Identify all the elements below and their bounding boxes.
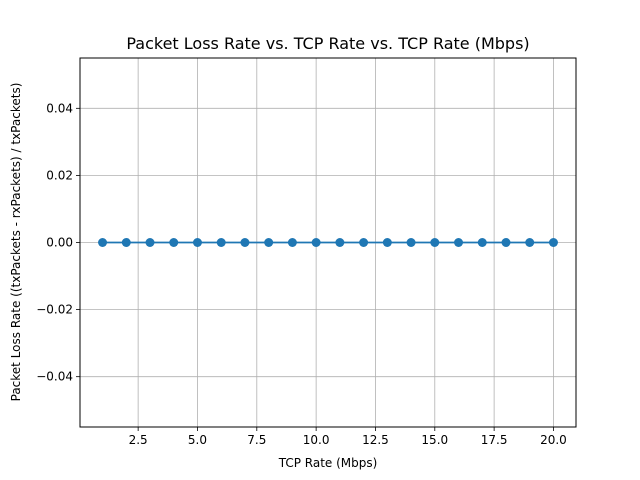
data-point <box>145 238 155 247</box>
chart-title: Packet Loss Rate vs. TCP Rate vs. TCP Ra… <box>126 34 529 53</box>
y-tick-label: 0.04 <box>46 101 73 115</box>
data-point <box>501 238 511 247</box>
data-point <box>359 238 369 247</box>
data-point <box>548 238 558 247</box>
x-tick-label: 7.5 <box>247 433 266 447</box>
data-point <box>169 238 179 247</box>
y-tick-label: −0.04 <box>36 370 73 384</box>
data-point <box>454 238 464 247</box>
data-point <box>98 238 108 247</box>
x-tick-label: 10.0 <box>303 433 330 447</box>
data-point <box>121 238 131 247</box>
x-tick-label: 20.0 <box>540 433 567 447</box>
x-tick-label: 5.0 <box>188 433 207 447</box>
data-point <box>264 238 274 247</box>
x-tick-label: 12.5 <box>362 433 389 447</box>
data-point <box>406 238 416 247</box>
data-point <box>335 238 345 247</box>
x-tick-label: 17.5 <box>481 433 508 447</box>
x-axis-label: TCP Rate (Mbps) <box>278 456 378 470</box>
x-tick-label: 15.0 <box>421 433 448 447</box>
data-point <box>287 238 297 247</box>
data-point <box>192 238 202 247</box>
data-point <box>525 238 535 247</box>
y-axis: −0.04 −0.02 0.00 0.02 0.04 <box>36 101 80 384</box>
data-point <box>382 238 392 247</box>
y-tick-label: 0.00 <box>46 236 73 250</box>
data-point <box>311 238 321 247</box>
y-axis-label: Packet Loss Rate ((txPackets - rxPackets… <box>9 83 23 402</box>
x-axis: 2.5 5.0 7.5 10.0 12.5 15.0 17.5 20.0 <box>129 427 567 447</box>
data-point <box>430 238 440 247</box>
data-point <box>216 238 226 247</box>
data-point <box>240 238 250 247</box>
x-tick-label: 2.5 <box>129 433 148 447</box>
series-layer <box>98 238 558 247</box>
y-tick-label: −0.02 <box>36 303 73 317</box>
y-tick-label: 0.02 <box>46 168 73 182</box>
data-point <box>477 238 487 247</box>
